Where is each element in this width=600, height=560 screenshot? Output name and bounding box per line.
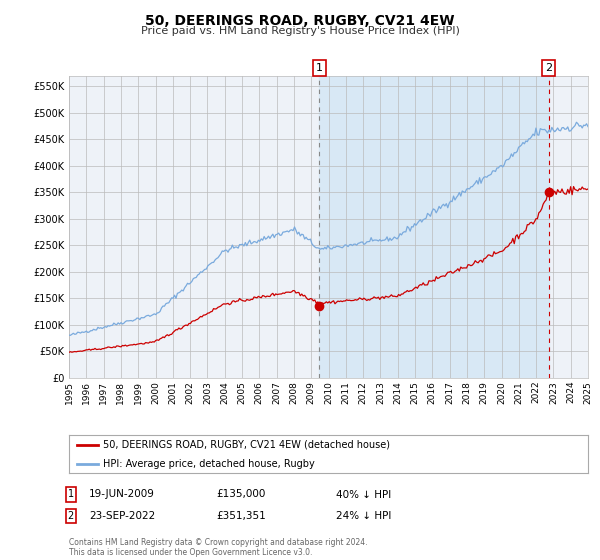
- Text: 1: 1: [68, 489, 74, 500]
- Text: Price paid vs. HM Land Registry's House Price Index (HPI): Price paid vs. HM Land Registry's House …: [140, 26, 460, 36]
- Text: 24% ↓ HPI: 24% ↓ HPI: [336, 511, 391, 521]
- Text: £351,351: £351,351: [216, 511, 266, 521]
- Text: 2: 2: [545, 63, 552, 73]
- Text: 19-JUN-2009: 19-JUN-2009: [89, 489, 155, 500]
- Text: Contains HM Land Registry data © Crown copyright and database right 2024.
This d: Contains HM Land Registry data © Crown c…: [69, 538, 367, 557]
- Bar: [319, 76, 549, 378]
- Text: 40% ↓ HPI: 40% ↓ HPI: [336, 489, 391, 500]
- Text: 50, DEERINGS ROAD, RUGBY, CV21 4EW (detached house): 50, DEERINGS ROAD, RUGBY, CV21 4EW (deta…: [103, 440, 390, 450]
- Text: 23-SEP-2022: 23-SEP-2022: [89, 511, 155, 521]
- Text: 1: 1: [316, 63, 323, 73]
- Text: £135,000: £135,000: [216, 489, 265, 500]
- Text: HPI: Average price, detached house, Rugby: HPI: Average price, detached house, Rugb…: [103, 459, 314, 469]
- Text: 50, DEERINGS ROAD, RUGBY, CV21 4EW: 50, DEERINGS ROAD, RUGBY, CV21 4EW: [145, 14, 455, 28]
- Text: 2: 2: [68, 511, 74, 521]
